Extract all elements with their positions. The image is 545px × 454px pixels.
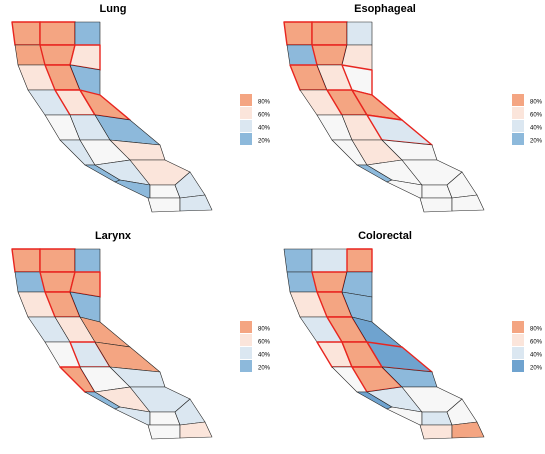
legend-label: 80% — [530, 100, 543, 106]
county — [451, 421, 485, 439]
legend-label: 60% — [530, 113, 543, 119]
legend-label: 20% — [258, 139, 271, 145]
county — [39, 21, 76, 46]
panel-title: Larynx — [95, 230, 132, 242]
legend-swatch — [240, 321, 252, 333]
legend-label: 60% — [258, 113, 271, 119]
legend-label: 40% — [258, 353, 271, 359]
county-map — [283, 248, 485, 440]
county — [346, 248, 373, 273]
county — [147, 197, 181, 213]
county-map — [283, 21, 485, 213]
legend-label: 20% — [530, 366, 543, 372]
county — [346, 21, 373, 46]
legend-swatch — [512, 334, 524, 346]
county — [419, 197, 453, 213]
legend-swatch — [240, 334, 252, 346]
county — [147, 424, 181, 440]
legend-label: 60% — [530, 340, 543, 346]
legend-swatch — [240, 360, 252, 372]
county — [179, 194, 213, 212]
legend-label: 80% — [258, 327, 271, 333]
county — [283, 248, 313, 273]
legend-label: 40% — [530, 353, 543, 359]
county — [11, 21, 41, 46]
county — [39, 44, 76, 66]
legend-label: 20% — [530, 139, 543, 145]
legend-swatch — [240, 107, 252, 119]
county — [419, 424, 453, 440]
map-panel: Lung 80% 60% 40% 20% — [11, 3, 271, 213]
county — [311, 271, 348, 293]
county — [39, 248, 76, 273]
legend-swatch — [512, 360, 524, 372]
legend-swatch — [240, 120, 252, 132]
county-map — [11, 21, 213, 213]
legend-swatch — [512, 321, 524, 333]
legend-swatch — [512, 120, 524, 132]
legend-label: 80% — [530, 327, 543, 333]
map-panel: Colorectal 80% 60% 40% 20% — [283, 230, 543, 440]
panel-title: Colorectal — [358, 230, 412, 242]
legend-label: 60% — [258, 340, 271, 346]
county — [311, 21, 348, 46]
panel-title: Esophageal — [354, 3, 416, 15]
legend-swatch — [512, 133, 524, 145]
map-panel: Larynx 80% 60% 40% 20% — [11, 230, 271, 440]
county — [311, 248, 348, 273]
map-panel: Esophageal 80% 60% 40% 20% — [283, 3, 543, 213]
county — [74, 248, 101, 273]
county — [451, 194, 485, 212]
county — [311, 44, 348, 66]
county — [11, 248, 41, 273]
legend-swatch — [512, 94, 524, 106]
legend-label: 20% — [258, 366, 271, 372]
legend-swatch — [512, 347, 524, 359]
county — [283, 21, 313, 46]
legend-label: 40% — [258, 126, 271, 132]
legend-swatch — [240, 133, 252, 145]
county-map — [11, 248, 213, 440]
legend-label: 80% — [258, 100, 271, 106]
legend-swatch — [512, 107, 524, 119]
legend-swatch — [240, 347, 252, 359]
county — [179, 421, 213, 439]
county — [74, 21, 101, 46]
legend-label: 40% — [530, 126, 543, 132]
county — [39, 271, 76, 293]
legend-swatch — [240, 94, 252, 106]
panel-title: Lung — [100, 3, 127, 15]
